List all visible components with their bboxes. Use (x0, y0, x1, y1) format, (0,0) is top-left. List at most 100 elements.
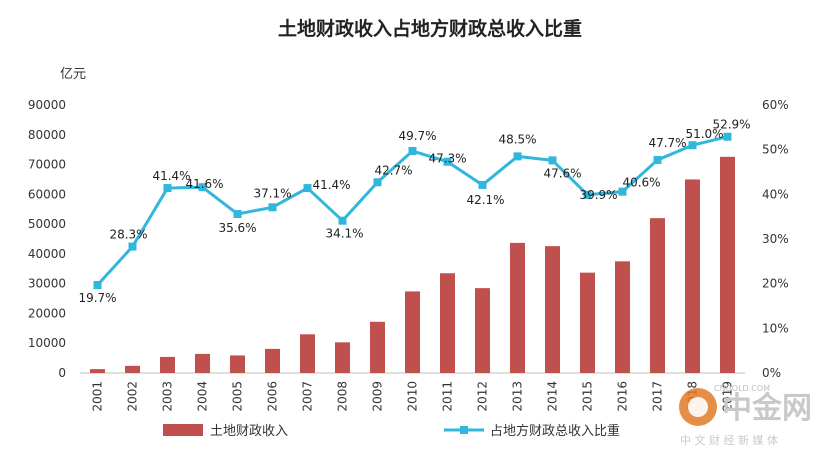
bar (510, 242, 525, 373)
y-left-tick-label: 20000 (28, 306, 66, 320)
line-marker (268, 203, 277, 212)
data-label: 19.7% (78, 291, 116, 305)
line-marker (233, 209, 242, 218)
bar (125, 365, 140, 373)
data-label: 47.7% (648, 136, 686, 150)
bar (545, 246, 560, 373)
x-tick-label: 2002 (126, 381, 140, 412)
legend-bar-label: 土地财政收入 (210, 424, 288, 439)
watermark-logo-inner (688, 397, 708, 417)
line-marker (128, 242, 137, 251)
bar (195, 353, 210, 373)
bar (265, 348, 280, 373)
data-label: 35.6% (218, 221, 256, 235)
line-series: 19.7%28.3%41.4%41.6%35.6%37.1%41.4%34.1%… (78, 118, 750, 305)
bar (160, 356, 175, 373)
line-marker (688, 141, 697, 150)
bar (475, 288, 490, 373)
y-left-tick-label: 0 (58, 366, 66, 380)
x-tick-label: 2005 (231, 381, 245, 412)
bar (650, 218, 665, 373)
y-left-tick-label: 40000 (28, 247, 66, 261)
x-tick-label: 2004 (196, 381, 210, 412)
line-marker (478, 180, 487, 189)
data-label: 47.3% (428, 152, 466, 166)
x-tick-label: 2015 (581, 381, 595, 412)
bar (615, 261, 630, 373)
x-tick-label: 2016 (616, 381, 630, 412)
bar (370, 321, 385, 373)
y-left-tick-label: 10000 (28, 336, 66, 350)
y-right-tick-label: 30% (762, 232, 789, 246)
y-right-tick-label: 0% (762, 366, 781, 380)
x-tick-label: 2010 (406, 381, 420, 412)
x-tick-label: 2014 (546, 381, 560, 412)
y-right-tick-label: 20% (762, 277, 789, 291)
data-label: 40.6% (622, 176, 660, 190)
line-marker (198, 183, 207, 192)
legend-bar-swatch (163, 424, 203, 436)
bar (405, 291, 420, 373)
data-label: 41.4% (312, 178, 350, 192)
y-left-tick-label: 50000 (28, 217, 66, 231)
data-label: 48.5% (498, 132, 536, 146)
legend: 土地财政收入 占地方财政总收入比重 (163, 423, 620, 439)
x-tick-label: 2008 (336, 381, 350, 412)
x-tick-label: 2003 (161, 381, 175, 412)
axes: 0 10000 20000 30000 40000 50000 60000 70000 8000… (28, 98, 789, 412)
x-tick-label: 2013 (511, 381, 525, 412)
x-tick-label: 2006 (266, 381, 280, 412)
y-right-tick-label: 40% (762, 187, 789, 201)
x-tick-label: 2019 (721, 381, 735, 412)
data-label: 37.1% (253, 186, 291, 200)
line-marker (163, 184, 172, 193)
bar (720, 156, 735, 373)
x-tick-label: 2007 (301, 381, 315, 412)
data-label: 47.6% (543, 166, 581, 180)
bar (300, 334, 315, 373)
y-right-tick-label: 50% (762, 143, 789, 157)
bar (335, 342, 350, 373)
watermark-slogan: 中 文 财 经 新 媒 体 (680, 433, 778, 447)
line-marker (303, 184, 312, 193)
line-marker (548, 156, 557, 165)
y-right-tick-label: 10% (762, 321, 789, 335)
x-tick-label: 2001 (91, 381, 105, 412)
line-marker (373, 178, 382, 187)
chart-title: 土地财政收入占地方财政总收入比重 (278, 17, 582, 40)
data-label: 39.9% (579, 188, 617, 202)
line-marker (723, 132, 732, 141)
y-left-tick-label: 60000 (28, 187, 66, 201)
data-label: 42.7% (374, 163, 412, 177)
series-line (96, 135, 728, 287)
y-left-tick-label: 30000 (28, 277, 66, 291)
watermark-brand: 中金网 (722, 391, 812, 426)
line-marker (618, 187, 627, 196)
line-marker (93, 281, 102, 290)
x-tick-label: 2012 (476, 381, 490, 412)
watermark-domain: CNGOLD.COM (714, 384, 770, 393)
y-right-tick-label: 60% (762, 98, 789, 112)
x-tick-label: 2011 (441, 381, 455, 412)
data-label: 41.6% (185, 177, 223, 191)
line-marker (513, 152, 522, 161)
data-label: 52.9% (712, 118, 750, 132)
y-left-tick-label: 70000 (28, 158, 66, 172)
data-label: 28.3% (109, 228, 147, 242)
y-left-unit: 亿元 (60, 67, 86, 82)
bar (580, 272, 595, 373)
x-tick-label: 2017 (651, 381, 665, 412)
y-left-tick-label: 90000 (28, 98, 66, 112)
line-marker (443, 157, 452, 166)
watermark: CNGOLD.COM 中金网 中 文 财 经 新 媒 体 (679, 384, 812, 447)
bar-series (90, 156, 735, 373)
x-tick-label: 2009 (371, 381, 385, 412)
bar (90, 369, 105, 373)
legend-line-label: 占地方财政总收入比重 (490, 423, 620, 439)
data-label: 41.4% (152, 169, 190, 183)
data-label: 51.0% (685, 127, 723, 141)
legend-line-marker (460, 426, 468, 434)
data-label: 34.1% (325, 227, 363, 241)
data-label: 49.7% (398, 129, 436, 143)
